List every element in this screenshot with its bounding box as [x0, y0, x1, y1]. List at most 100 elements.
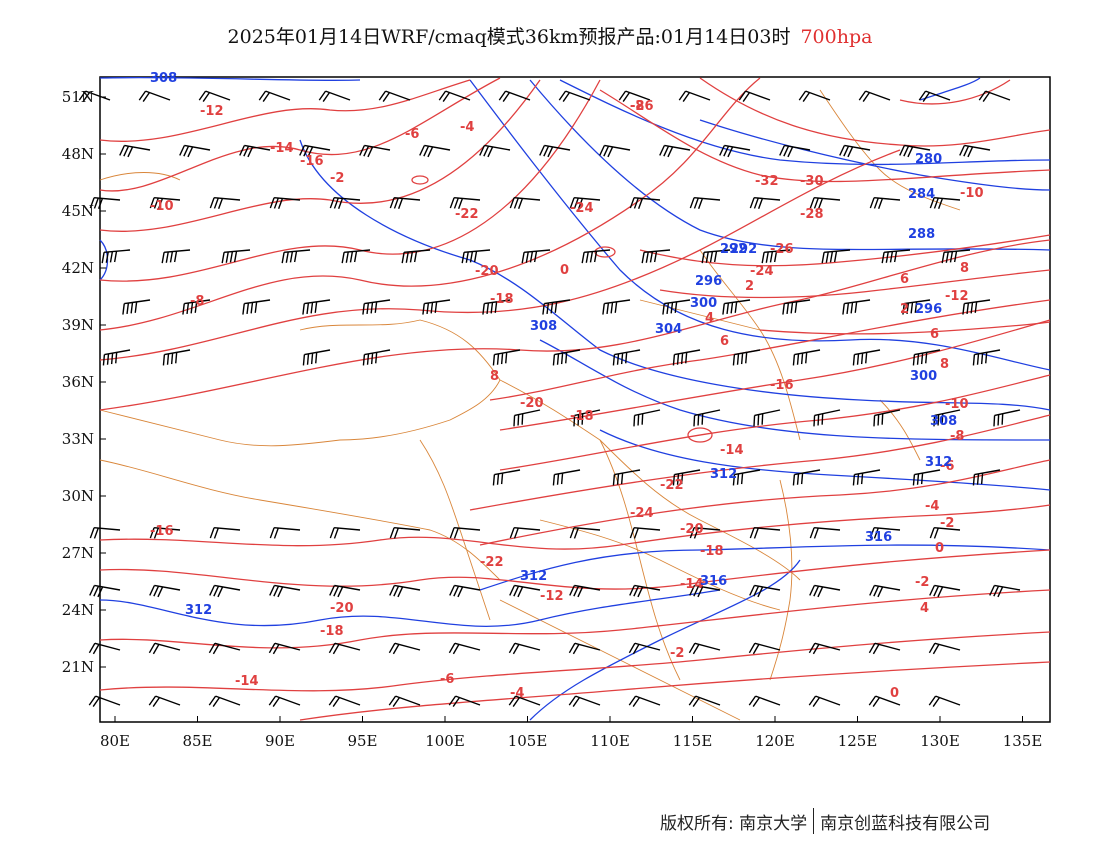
barb-shaft	[914, 349, 941, 356]
barb-feather	[285, 251, 289, 263]
lon-tick-label: 110E	[590, 732, 630, 750]
barb-feather	[187, 146, 194, 158]
barb-feather	[993, 415, 996, 427]
barb-feather	[453, 585, 460, 597]
barb-shaft	[404, 249, 431, 253]
wind-barb	[89, 584, 121, 598]
barb-feather	[382, 92, 391, 102]
barb-shaft	[974, 349, 1001, 356]
wind-barb	[693, 409, 721, 427]
temperature-label: -18	[320, 624, 344, 639]
barb-shaft	[244, 299, 271, 305]
wind-barb	[299, 144, 331, 158]
barb-feather	[337, 586, 344, 598]
barb-shaft	[284, 249, 311, 253]
temperature-label: -22	[480, 555, 504, 570]
wind-barb	[179, 144, 211, 158]
barb-feather	[670, 302, 674, 314]
barb-shaft	[424, 144, 451, 151]
barb-feather	[333, 527, 339, 539]
barb-feather	[546, 302, 550, 315]
barb-shaft	[445, 90, 471, 101]
barb-feather	[610, 302, 614, 314]
barb-shaft	[814, 527, 841, 531]
barb-feather	[427, 146, 434, 158]
barb-feather	[126, 302, 130, 315]
temperature-label: -14	[720, 443, 744, 458]
barb-feather	[653, 251, 658, 263]
barb-feather	[165, 251, 169, 263]
barb-feather	[688, 695, 697, 706]
temperature-label: -24	[570, 201, 594, 216]
barb-feather	[389, 585, 396, 596]
wind-barb	[749, 584, 781, 598]
barb-feather	[569, 527, 575, 539]
barb-feather	[753, 415, 756, 427]
contour-labels: -26-32 -30-28-24-26-24-22-20-18-16-14-12-…	[150, 71, 984, 701]
barb-feather	[517, 586, 524, 598]
barb-shaft	[754, 584, 781, 591]
barb-shaft	[904, 144, 931, 151]
barb-shaft	[424, 299, 451, 305]
barb-feather	[779, 145, 786, 156]
barb-feather	[757, 414, 760, 426]
barb-feather	[813, 415, 816, 427]
barb-shaft	[964, 144, 991, 151]
barb-feather	[209, 585, 216, 596]
temperature-isotherm	[699, 77, 1051, 147]
barb-shaft	[964, 299, 991, 305]
barb-feather	[272, 643, 280, 655]
barb-feather	[753, 585, 760, 597]
temperature-isotherm	[687, 427, 713, 443]
wind-barb	[148, 695, 181, 707]
wind-barb	[389, 197, 421, 210]
wind-barb	[629, 527, 661, 539]
barb-feather	[813, 585, 820, 597]
barb-feather	[928, 642, 936, 654]
wind-barb	[929, 197, 961, 210]
barb-shaft	[674, 349, 701, 356]
barb-feather	[701, 252, 705, 264]
barb-feather	[873, 197, 879, 209]
barb-shaft	[784, 144, 811, 151]
barb-feather	[161, 252, 165, 264]
barb-feather	[268, 642, 276, 654]
barb-feather	[92, 697, 101, 707]
barb-feather	[92, 643, 100, 655]
barb-feather	[817, 414, 820, 426]
barb-feather	[1001, 413, 1004, 425]
barb-feather	[997, 586, 1004, 598]
barb-feather	[839, 145, 846, 156]
wind-barb	[552, 349, 581, 366]
barb-feather	[123, 145, 130, 157]
barb-feather	[175, 352, 178, 364]
barb-shaft	[925, 90, 951, 101]
barb-feather	[560, 473, 564, 485]
barb-feather	[170, 353, 174, 365]
barb-feather	[97, 198, 104, 210]
barb-feather	[560, 353, 564, 365]
barb-feather	[337, 198, 344, 210]
barb-feather	[517, 198, 524, 210]
barb-feather	[243, 145, 250, 157]
barb-feather	[808, 642, 816, 654]
barb-shaft	[304, 299, 331, 305]
barb-feather	[963, 145, 970, 157]
barb-feather	[88, 642, 96, 654]
temperature-label: -24	[750, 264, 774, 279]
height-label: 312	[520, 569, 547, 584]
barb-feather	[907, 146, 914, 158]
barb-feather	[392, 643, 400, 655]
temperature-label: -10	[945, 397, 969, 412]
barb-feather	[633, 585, 640, 597]
wind-barb	[612, 469, 641, 486]
barb-feather	[149, 527, 155, 539]
barb-feather	[558, 90, 567, 101]
barb-feather	[221, 252, 225, 264]
barb-feather	[693, 527, 699, 539]
barb-shaft	[214, 527, 241, 531]
barb-shaft	[215, 695, 241, 706]
barb-feather	[862, 92, 871, 102]
height-label: 308	[930, 414, 957, 429]
barb-feather	[213, 527, 219, 539]
